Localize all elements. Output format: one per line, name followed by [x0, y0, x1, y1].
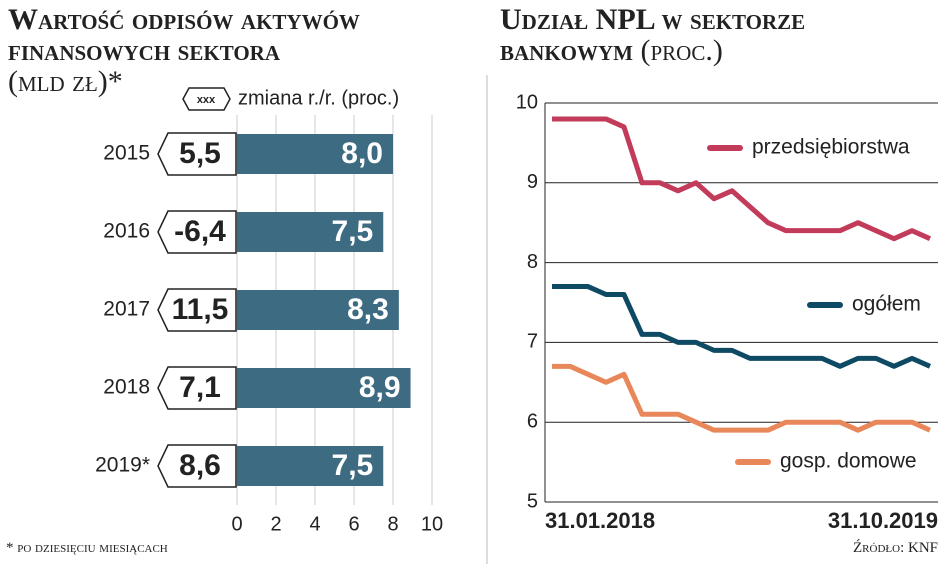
x-tick-label: 2 — [270, 513, 281, 535]
change-label: 7,1 — [179, 371, 221, 404]
line-series — [552, 116, 932, 242]
title-text: Udział NPL w sektorze bankowym — [500, 3, 806, 67]
left-title: Wartość odpisów aktywów finansowych sekt… — [8, 4, 498, 97]
legend-symbol — [182, 87, 231, 111]
subtitle: (mld zł)* — [8, 65, 123, 98]
change-box — [157, 288, 237, 332]
x-tick-label: 31.01.2018 — [545, 508, 655, 533]
subtitle: (proc.) — [640, 34, 723, 67]
bar — [237, 290, 399, 330]
x-tick-label: 8 — [387, 513, 398, 535]
category-label: 2017 — [103, 298, 150, 321]
x-tick-label: 0 — [231, 513, 242, 535]
bar — [237, 134, 393, 174]
value-label: 8,3 — [347, 293, 389, 326]
change-label: 8,6 — [179, 449, 221, 482]
title-text: Wartość odpisów aktywów finansowych sekt… — [8, 3, 360, 67]
change-label: 11,5 — [172, 293, 229, 326]
legend-label: zmiana r./r. (proc.) — [238, 87, 399, 109]
value-label: 7,5 — [332, 215, 374, 248]
category-label: 2019* — [95, 454, 150, 477]
y-tick-label: 8 — [527, 251, 538, 273]
x-tick-label: 31.10.2019 — [828, 508, 938, 533]
y-tick-label: 6 — [527, 410, 538, 432]
bar — [237, 446, 384, 486]
line-series — [552, 363, 932, 433]
legend-label: ogółem — [852, 293, 921, 316]
x-tick-label: 10 — [421, 513, 443, 535]
value-label: 7,5 — [332, 449, 374, 482]
x-tick-label: 4 — [309, 513, 320, 535]
change-label: -6,4 — [174, 215, 226, 248]
category-label: 2016 — [103, 220, 150, 243]
category-label: 2015 — [103, 142, 150, 165]
legend-label: gosp. domowe — [780, 450, 917, 473]
y-tick-label: 7 — [527, 331, 538, 353]
legend-label: przedsiębiorstwa — [752, 136, 910, 159]
x-tick-label: 6 — [348, 513, 359, 535]
change-label: 5,5 — [179, 137, 221, 170]
value-label: 8,9 — [359, 371, 401, 404]
value-label: 8,0 — [341, 137, 383, 170]
source: Źródło: KNF — [853, 540, 938, 556]
legend-symbol-text: xxx — [197, 94, 216, 106]
change-box — [157, 444, 237, 488]
change-box — [157, 132, 237, 176]
y-tick-label: 5 — [527, 490, 538, 512]
bar — [237, 368, 411, 408]
right-title: Udział NPL w sektorze bankowym (proc.) — [500, 4, 940, 66]
y-tick-label: 9 — [527, 171, 538, 193]
change-box — [157, 366, 237, 410]
footnote: * po dziesięciu miesiącach — [6, 540, 168, 556]
change-box — [157, 210, 237, 254]
bar — [237, 212, 384, 252]
y-tick-label: 10 — [516, 91, 538, 113]
line-series — [552, 284, 932, 369]
category-label: 2018 — [103, 376, 150, 399]
